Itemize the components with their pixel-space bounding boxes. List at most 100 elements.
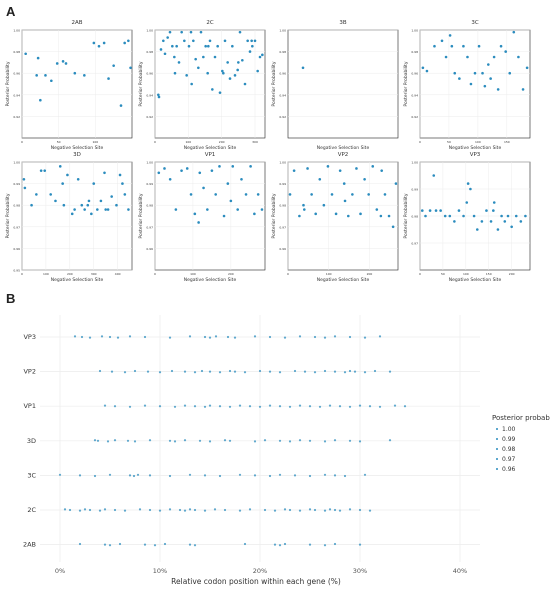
data-point	[35, 74, 38, 77]
data-point	[288, 440, 292, 443]
data-point	[202, 55, 205, 59]
data-point	[363, 371, 367, 374]
data-point	[206, 71, 209, 75]
data-point	[323, 509, 327, 512]
data-point	[123, 193, 127, 196]
data-point	[214, 193, 217, 196]
subplot-3c: 3C 0.92 0.94 0.96 0.98 1.00 0 50 100 150Negative …	[403, 20, 531, 151]
data-point	[492, 201, 496, 204]
data-point	[177, 61, 181, 64]
data-point	[90, 212, 93, 216]
data-point	[80, 335, 84, 339]
data-point	[253, 440, 257, 443]
subplot-2c: 2C 0.92 0.94 0.96 0.98 1.00 0 100 200 300 Negative…	[138, 20, 266, 151]
x-tick-label: 20%	[253, 567, 267, 575]
data-point	[63, 508, 67, 511]
data-point	[73, 335, 77, 338]
data-point	[199, 30, 203, 34]
data-point	[251, 44, 254, 48]
data-point	[99, 199, 103, 203]
data-point	[168, 30, 172, 34]
data-point	[363, 336, 367, 339]
data-point	[368, 509, 372, 512]
legend-title: Posterior probability	[492, 414, 550, 422]
data-point	[58, 165, 62, 168]
data-point	[157, 95, 161, 99]
data-point	[106, 440, 110, 443]
data-point	[200, 369, 204, 373]
x-tick-label: 300	[252, 140, 258, 144]
x-tick-label: 0%	[55, 567, 65, 575]
y-tick-label: 1.00	[13, 161, 20, 165]
data-point	[393, 404, 397, 407]
data-point	[188, 335, 192, 338]
data-point	[83, 508, 87, 511]
data-point	[283, 508, 287, 511]
data-point	[123, 41, 126, 45]
data-point	[420, 209, 424, 212]
data-point	[434, 209, 438, 212]
data-point	[158, 405, 162, 408]
plot-frame-3d	[21, 161, 133, 271]
category-label-vp1: VP1	[23, 402, 36, 410]
data-point	[168, 439, 172, 442]
data-point	[268, 370, 272, 373]
data-point	[203, 335, 207, 339]
x-tick-label: 40%	[453, 567, 467, 575]
data-point	[244, 193, 248, 196]
data-point	[355, 167, 358, 170]
x-axis-label-3c: Negative Selection Site	[449, 145, 502, 151]
data-point	[524, 214, 527, 218]
data-point	[323, 473, 327, 476]
data-point	[383, 193, 387, 196]
data-point	[240, 177, 243, 181]
data-point	[192, 39, 195, 43]
data-point	[171, 44, 174, 48]
data-point	[346, 214, 350, 218]
data-point	[388, 439, 392, 442]
data-point	[143, 404, 147, 407]
data-point	[236, 68, 239, 72]
data-point	[293, 474, 297, 477]
data-point	[118, 173, 122, 177]
data-point	[193, 212, 197, 216]
data-point	[308, 439, 312, 442]
x-tick-label: 200	[367, 272, 373, 276]
data-point	[466, 55, 469, 59]
data-point	[343, 474, 347, 478]
data-point	[110, 195, 113, 198]
data-point	[228, 77, 232, 80]
data-point	[480, 220, 484, 223]
y-tick-label: 0.96	[411, 72, 418, 76]
data-point	[226, 335, 230, 339]
x-tick-label: 100	[463, 272, 469, 276]
y-tick-label: 0.94	[146, 93, 153, 97]
data-point	[216, 44, 219, 48]
y-tick-label: 0.96	[146, 247, 153, 251]
data-point	[373, 369, 377, 373]
y-tick-label: 0.92	[146, 115, 153, 119]
data-point	[188, 473, 192, 476]
data-point	[121, 182, 124, 185]
data-point	[322, 203, 326, 207]
subplot-title-3d: 3D	[73, 152, 81, 158]
data-point	[187, 44, 191, 48]
data-point	[116, 336, 120, 339]
data-point	[158, 371, 162, 374]
x-tick-label: 100	[475, 140, 481, 144]
data-point	[126, 439, 130, 442]
x-tick-label: 100	[92, 140, 98, 144]
data-point	[248, 405, 252, 408]
x-tick-label: 100	[326, 272, 332, 276]
data-point	[506, 214, 510, 218]
y-tick-label: 0.92	[411, 115, 418, 119]
data-point	[253, 474, 257, 477]
y-tick-label: 0.97	[146, 225, 153, 229]
data-point	[263, 508, 267, 512]
data-point	[223, 39, 227, 43]
x-tick-label: 50	[441, 272, 445, 276]
data-point	[450, 44, 454, 48]
data-point	[112, 64, 115, 67]
data-point	[503, 220, 507, 223]
data-point	[98, 509, 102, 512]
